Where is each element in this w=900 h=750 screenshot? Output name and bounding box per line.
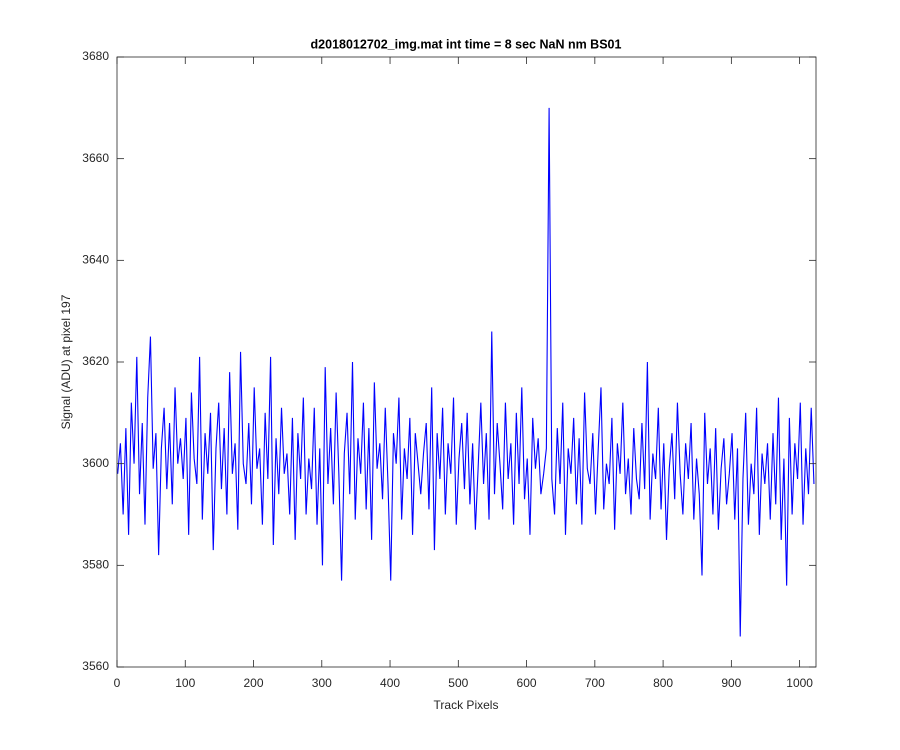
x-tick-label: 400: [380, 676, 400, 690]
x-tick-label: 1000: [786, 676, 813, 690]
x-tick-label: 600: [517, 676, 537, 690]
y-tick-label: 3640: [82, 253, 109, 267]
chart-title: d2018012702_img.mat int time = 8 sec NaN…: [311, 37, 622, 51]
data-line: [117, 107, 815, 637]
x-tick-label: 900: [721, 676, 741, 690]
x-tick-label: 200: [244, 676, 264, 690]
x-tick-label: 100: [175, 676, 195, 690]
y-axis-label: Signal (ADU) at pixel 197: [59, 294, 73, 429]
y-tick-label: 3620: [82, 354, 109, 368]
y-tick-label: 3680: [82, 49, 109, 63]
x-tick-label: 800: [653, 676, 673, 690]
x-tick-label: 0: [114, 676, 121, 690]
y-tick-label: 3600: [82, 456, 109, 470]
y-tick-label: 3660: [82, 151, 109, 165]
x-axis-label: Track Pixels: [434, 698, 499, 712]
x-tick-label: 700: [585, 676, 605, 690]
y-tick-label: 3560: [82, 659, 109, 673]
x-tick-label: 300: [312, 676, 332, 690]
y-tick-label: 3580: [82, 558, 109, 572]
x-tick-label: 500: [448, 676, 468, 690]
